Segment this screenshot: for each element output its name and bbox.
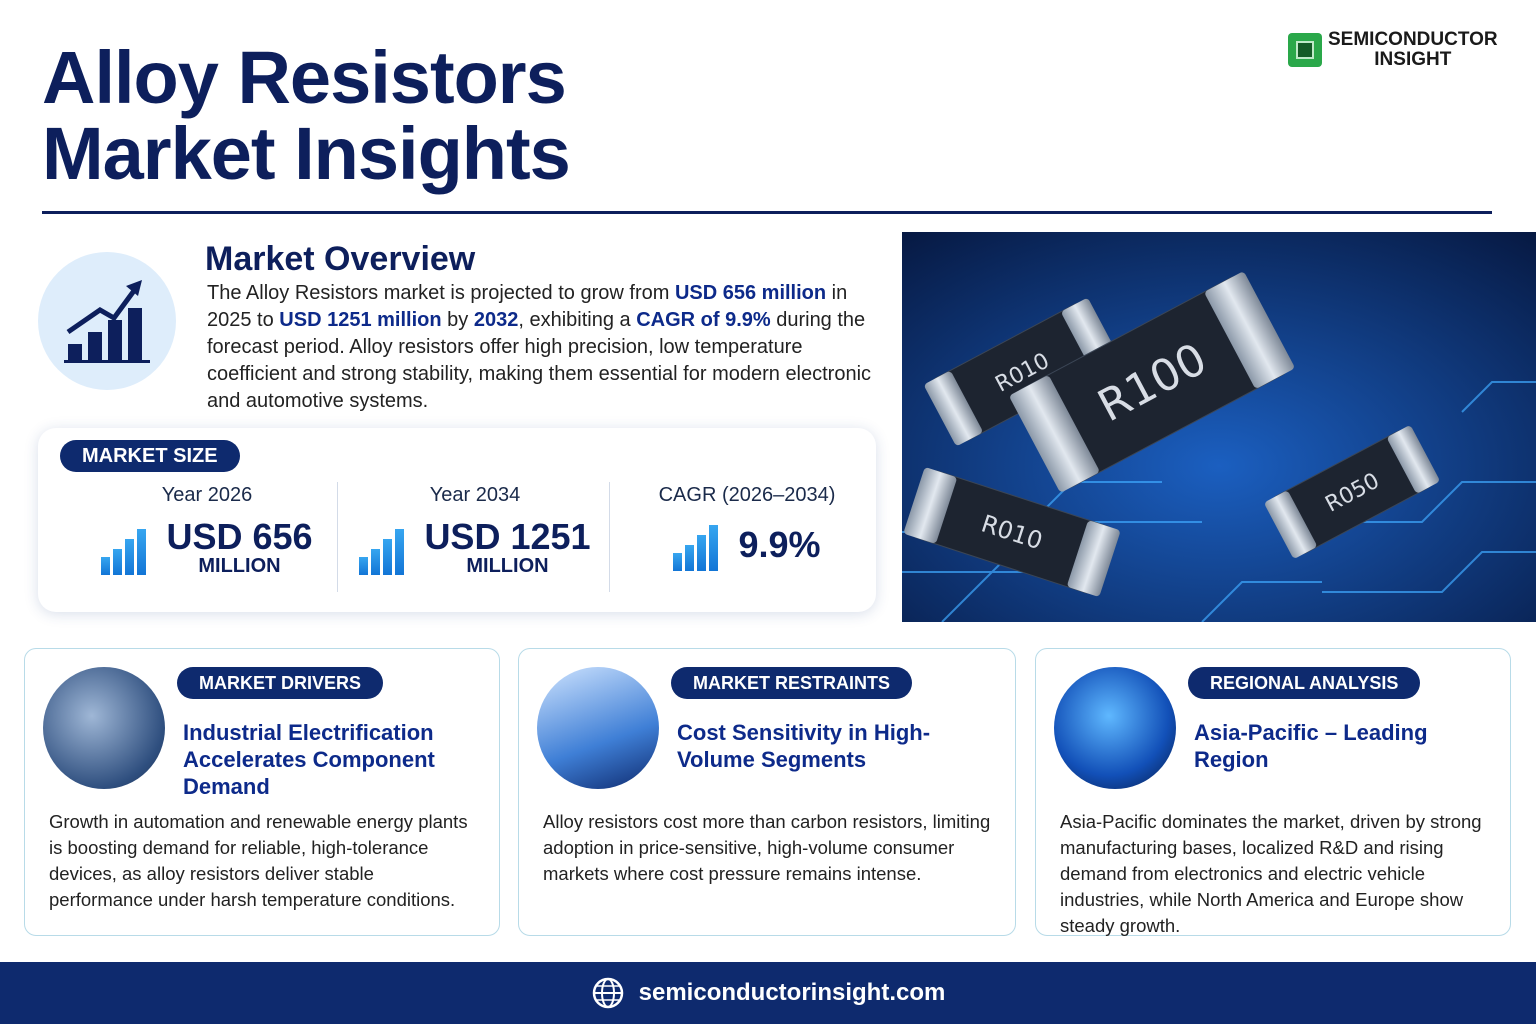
card-tag: REGIONAL ANALYSIS xyxy=(1188,667,1421,699)
bar-icon xyxy=(359,523,405,575)
bar-icon-bar xyxy=(101,556,111,575)
card: REGIONAL ANALYSIS Asia-Pacific – Leading … xyxy=(1035,648,1511,936)
stat-value: USD 1251 xyxy=(424,516,591,557)
hero-image: R010 R100 R050 R010 xyxy=(902,232,1536,623)
paragraph-segment: , exhibiting a xyxy=(518,309,637,331)
market-size-label: MARKET SIZE xyxy=(60,440,240,472)
stat-label: Year 2034 xyxy=(429,484,521,506)
footer-url: semiconductorinsight.com xyxy=(638,979,946,1006)
paragraph-segment: in 2025 to xyxy=(207,282,848,331)
stat: Year 2026 USD 656 MILLION xyxy=(72,484,342,578)
card-heading: Cost Sensitivity in High-Volume Segments xyxy=(677,720,931,772)
stat-row: 9.9% xyxy=(612,519,882,571)
bar-icon-bar xyxy=(383,538,393,575)
stat: Year 2034 USD 1251 MILLION xyxy=(340,484,610,578)
stat-text: USD 1251 MILLION xyxy=(424,519,590,578)
card-heading: Asia-Pacific – Leading Region xyxy=(1194,720,1428,772)
logo-line: SEMICONDUCTOR xyxy=(1328,29,1498,50)
stat-unit: MILLION xyxy=(198,555,281,577)
globe-icon xyxy=(592,977,623,1009)
stat-label: Year 2026 xyxy=(161,484,253,506)
title-line: Market Insights xyxy=(42,112,571,195)
card-heading: Industrial Electrification Accelerates C… xyxy=(183,720,435,799)
card-tag: MARKET DRIVERS xyxy=(177,667,384,699)
paragraph-segment: 2032 xyxy=(473,309,519,331)
stat-label: CAGR (2026–2034) xyxy=(658,484,836,506)
stat-divider xyxy=(337,482,338,592)
logo-line: INSIGHT xyxy=(1374,49,1452,70)
stat-text: USD 656 MILLION xyxy=(166,519,312,578)
title: Alloy Resistors Market Insights xyxy=(42,36,571,195)
bar-icon xyxy=(101,523,147,575)
card-icon xyxy=(43,667,165,789)
title-line: Alloy Resistors xyxy=(42,36,567,119)
resistor: R010 xyxy=(904,467,1120,597)
bar-icon-bar xyxy=(673,553,683,571)
paragraph-segment: CAGR of 9.9% xyxy=(636,309,771,331)
resistor-cap xyxy=(1265,491,1317,558)
resistor-cap xyxy=(924,371,982,446)
paragraph-segment: during the forecast period. Alloy resist… xyxy=(207,309,872,412)
card-tag: MARKET RESTRAINTS xyxy=(671,667,912,699)
paragraph-segment: The Alloy Resistors market is projected … xyxy=(207,282,675,304)
bar-icon-bar xyxy=(113,548,123,575)
resistor-cap xyxy=(1387,426,1439,493)
stat: CAGR (2026–2034) 9.9% xyxy=(612,484,882,571)
paragraph-segment: USD 1251 million xyxy=(279,309,442,331)
card: MARKET RESTRAINTS Cost Sensitivity in Hig… xyxy=(518,648,1016,936)
stat-row: USD 656 MILLION xyxy=(72,519,342,578)
paragraph-segment: by xyxy=(441,309,474,331)
growth-icon xyxy=(64,280,150,363)
resistor-cap xyxy=(1205,272,1294,388)
bar-icon-bar xyxy=(395,528,405,575)
card: MARKET DRIVERS Industrial Electrification… xyxy=(24,648,500,936)
card-icon xyxy=(537,667,659,789)
stat-divider xyxy=(609,482,610,592)
overview-heading: Market Overview xyxy=(205,240,476,278)
bar-icon-bar xyxy=(371,548,381,575)
bar-icon-bar xyxy=(709,525,719,571)
card-icon xyxy=(1054,667,1176,789)
footer: semiconductorinsight.com xyxy=(0,962,1536,1024)
logo-icon xyxy=(1288,33,1322,67)
stat-value: USD 656 xyxy=(166,516,313,557)
divider xyxy=(42,211,1492,214)
bar-icon-bar xyxy=(137,528,147,575)
paragraph-segment: USD 656 million xyxy=(674,282,827,304)
stat-text: 9.9% xyxy=(738,527,820,563)
bar-icon xyxy=(673,519,719,571)
stat-row: USD 1251 MILLION xyxy=(340,519,610,578)
resistor-cap xyxy=(904,467,957,543)
stat-unit: MILLION xyxy=(466,555,549,577)
resistor: R050 xyxy=(1265,426,1439,558)
overview-icon xyxy=(38,252,176,390)
logo-text: SEMICONDUCTOR INSIGHT xyxy=(1328,30,1498,70)
logo: SEMICONDUCTOR INSIGHT xyxy=(1288,30,1498,70)
resistor-cap xyxy=(1010,376,1099,492)
resistor-cap xyxy=(1067,521,1120,597)
card-body: Asia-Pacific dominates the market, drive… xyxy=(1060,811,1482,936)
card-body: Growth in automation and renewable energ… xyxy=(49,811,468,910)
bar-icon-bar xyxy=(359,556,369,575)
bar-icon-bar xyxy=(697,535,707,571)
resistor: R100 xyxy=(1010,272,1294,492)
overview-paragraph: The Alloy Resistors market is projected … xyxy=(207,280,877,415)
bar-icon-bar xyxy=(125,538,135,575)
stat-value: 9.9% xyxy=(738,524,821,565)
card-body: Alloy resistors cost more than carbon re… xyxy=(543,811,991,884)
bar-icon-bar xyxy=(685,545,695,571)
